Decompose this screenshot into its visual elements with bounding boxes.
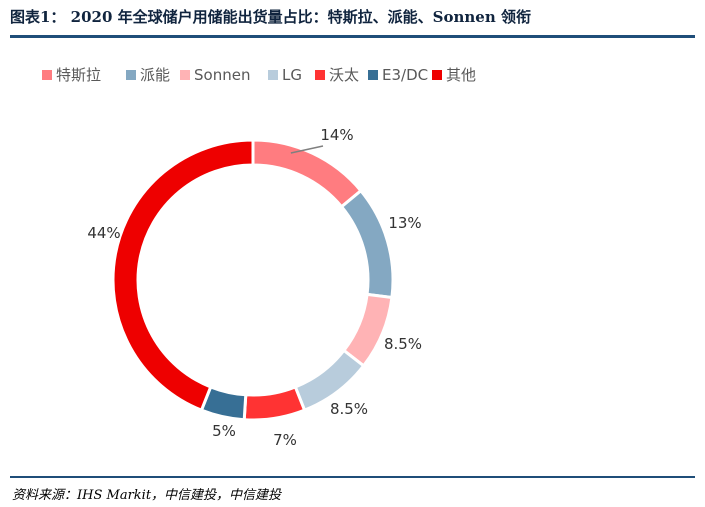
donut-chart: 特斯拉 派能 Sonnen LG 沃太 E3/DC 其他 14% 13% 8.5% 8.5% 7% 5… xyxy=(42,66,476,449)
legend-swatch-1 xyxy=(126,70,136,80)
legend-label-5: E3/DC xyxy=(382,66,428,84)
legend-label-3: LG xyxy=(282,66,302,84)
leader-line-0 xyxy=(290,145,324,154)
legend-swatch-5 xyxy=(368,70,378,80)
figure-title: 图表1： 2020 年全球储户用储能出货量占比：特斯拉、派能、Sonnen 领衔 xyxy=(10,8,531,26)
legend-swatch-4 xyxy=(315,70,325,80)
footer-rule xyxy=(10,476,695,478)
donut-slice-4 xyxy=(242,384,307,422)
donut-slice-1 xyxy=(339,188,395,300)
donut-slice-6 xyxy=(111,138,255,413)
legend-label-4: 沃太 xyxy=(329,66,359,84)
title-rule xyxy=(10,35,695,38)
data-label-0: 14% xyxy=(320,126,353,144)
data-label-1: 13% xyxy=(388,214,421,232)
legend-label-6: 其他 xyxy=(446,66,476,84)
label-leader-lines xyxy=(290,145,324,154)
legend-label-2: Sonnen xyxy=(194,66,250,84)
chart-legend: 特斯拉 派能 Sonnen LG 沃太 E3/DC 其他 xyxy=(42,66,476,84)
legend-swatch-6 xyxy=(432,70,442,80)
data-label-6: 44% xyxy=(87,224,120,242)
legend-swatch-2 xyxy=(180,70,190,80)
data-label-4: 7% xyxy=(273,431,297,449)
donut-slices xyxy=(111,138,395,422)
legend-label-0: 特斯拉 xyxy=(56,66,101,84)
legend-swatch-0 xyxy=(42,70,52,80)
data-label-5: 5% xyxy=(212,422,236,440)
data-label-2: 8.5% xyxy=(384,335,422,353)
data-label-3: 8.5% xyxy=(330,400,368,418)
data-labels: 14% 13% 8.5% 8.5% 7% 5% 44% xyxy=(87,126,422,449)
source-note: 资料来源：IHS Markit，中信建投，中信建投 xyxy=(12,488,282,503)
legend-swatch-3 xyxy=(268,70,278,80)
legend-label-1: 派能 xyxy=(140,66,170,84)
